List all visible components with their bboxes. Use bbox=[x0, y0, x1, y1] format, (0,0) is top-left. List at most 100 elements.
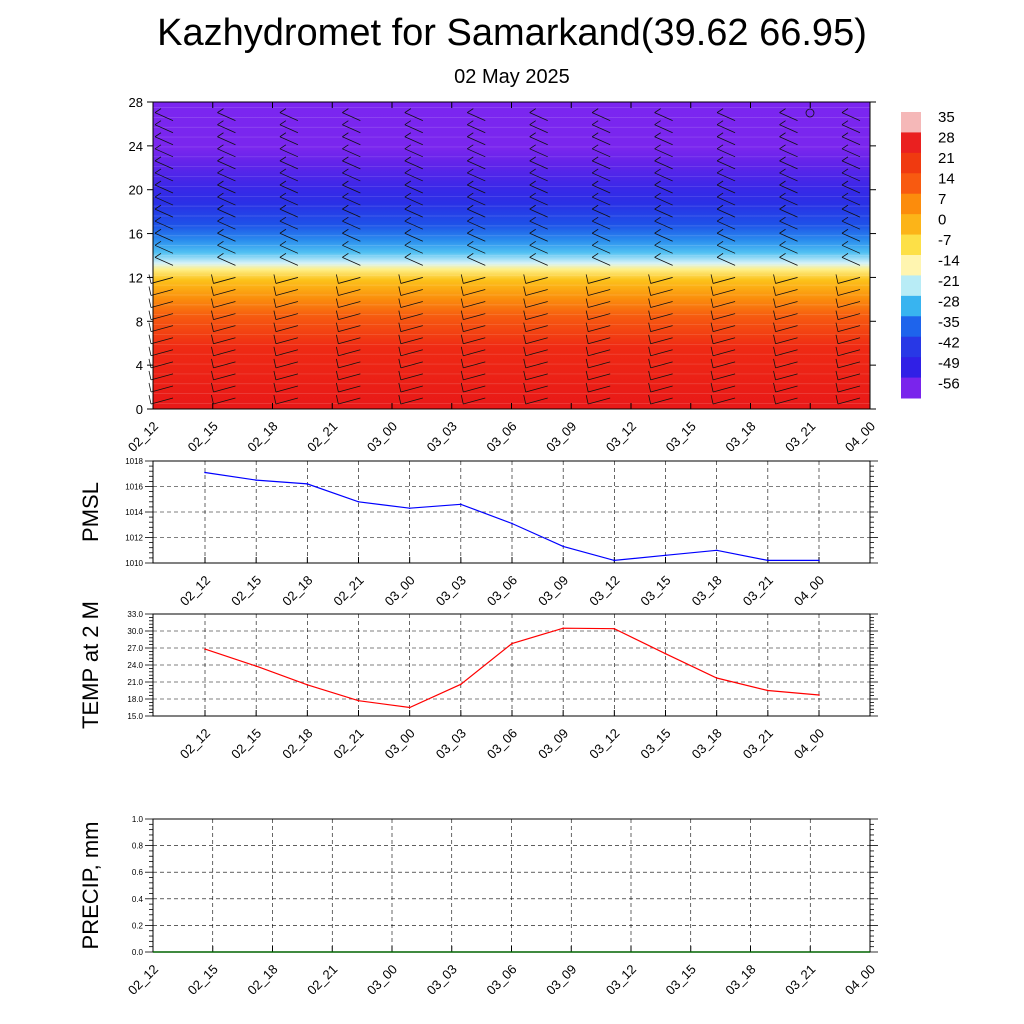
wind-barb bbox=[154, 124, 174, 134]
wind-barb bbox=[404, 172, 423, 182]
wind-barb-flag bbox=[279, 120, 287, 126]
wind-barb bbox=[592, 232, 611, 242]
wind-barb-flag bbox=[648, 394, 652, 405]
wind-barb bbox=[150, 361, 174, 369]
wind-barb bbox=[400, 289, 423, 296]
wind-barb bbox=[154, 148, 174, 158]
wind-barb-flag bbox=[217, 253, 224, 258]
wind-barb-flag bbox=[591, 156, 599, 162]
wind-barb bbox=[467, 172, 486, 182]
wind-barb bbox=[650, 385, 673, 393]
wind-barb-flag bbox=[835, 382, 839, 393]
wind-barb bbox=[650, 289, 673, 296]
y-tick-label: 4 bbox=[136, 358, 143, 373]
wind-barb bbox=[716, 172, 736, 182]
x-tick-label: 04_00 bbox=[791, 573, 827, 609]
wind-barb-flag bbox=[148, 370, 152, 381]
pmsl-point bbox=[255, 479, 257, 481]
wind-barb bbox=[525, 325, 548, 333]
temp-point bbox=[562, 627, 564, 629]
wind-barb bbox=[716, 148, 736, 158]
wind-barb-flag bbox=[404, 144, 412, 150]
wind-barb bbox=[712, 301, 736, 308]
wind-barb bbox=[467, 124, 486, 134]
wind-barb bbox=[400, 325, 423, 333]
wind-barb bbox=[525, 373, 548, 381]
x-tick-label: 03_00 bbox=[382, 726, 418, 762]
wind-barb-flag bbox=[148, 310, 152, 320]
colorbar-swatch bbox=[901, 295, 921, 317]
wind-barb-flag bbox=[154, 253, 162, 258]
wind-barb bbox=[279, 172, 299, 182]
wind-barb-flag bbox=[273, 274, 277, 284]
colorbar-label: -21 bbox=[938, 273, 960, 290]
wind-barb-flag bbox=[398, 322, 402, 332]
wind-barb bbox=[712, 277, 736, 284]
x-tick-label: 02_18 bbox=[279, 573, 315, 609]
wind-barb bbox=[779, 148, 798, 158]
colorbar-label: 0 bbox=[938, 212, 946, 229]
wind-barb-flag bbox=[585, 358, 589, 368]
wind-barb-flag bbox=[835, 298, 839, 308]
wind-barb-flag bbox=[585, 298, 589, 308]
wind-barb-flag bbox=[217, 216, 224, 222]
wind-barb bbox=[275, 385, 299, 393]
wind-barb bbox=[779, 244, 798, 254]
wind-barb-flag bbox=[585, 394, 589, 405]
wind-barb-flag bbox=[398, 286, 402, 296]
wind-barb-flag bbox=[529, 216, 536, 222]
wind-barb-flag bbox=[398, 358, 402, 368]
wind-barb-flag bbox=[404, 228, 412, 234]
wind-barb-flag bbox=[841, 192, 849, 198]
wind-barb bbox=[712, 361, 736, 369]
wind-barb bbox=[716, 184, 736, 194]
wind-barb-flag bbox=[648, 274, 652, 284]
wind-barb-flag bbox=[654, 168, 661, 174]
wind-barb bbox=[837, 325, 861, 333]
wind-barb bbox=[592, 257, 611, 266]
wind-barb-flag bbox=[148, 322, 152, 332]
wind-barb bbox=[592, 148, 611, 158]
colorbar-swatch bbox=[901, 377, 921, 399]
wind-barb-flag bbox=[460, 334, 464, 344]
x-tick-label: 03_09 bbox=[543, 962, 579, 998]
wind-barb-flag bbox=[211, 358, 214, 368]
wind-barb bbox=[841, 208, 861, 218]
wind-barb-flag bbox=[335, 310, 339, 320]
wind-barb-flag bbox=[585, 382, 589, 393]
wind-barb bbox=[150, 277, 174, 284]
wind-barb-flag bbox=[773, 382, 776, 393]
wind-barb bbox=[592, 172, 611, 182]
wind-barb-flag bbox=[398, 346, 402, 356]
wind-barb-flag bbox=[773, 346, 776, 356]
wind-barb bbox=[338, 313, 361, 320]
y-tick-label: 15.0 bbox=[127, 712, 143, 721]
wind-barb-flag bbox=[398, 370, 402, 381]
wind-barb-flag bbox=[342, 180, 349, 186]
wind-barb-flag bbox=[211, 382, 214, 393]
wind-barb bbox=[342, 160, 361, 170]
temp-point bbox=[204, 648, 206, 650]
wind-barb bbox=[338, 277, 361, 284]
x-tick-label: 03_18 bbox=[722, 419, 758, 455]
wind-barb bbox=[654, 196, 673, 206]
wind-barb bbox=[837, 373, 861, 381]
wind-barb-flag bbox=[404, 192, 412, 198]
wind-barb-flag bbox=[716, 108, 724, 113]
wind-barb-flag bbox=[716, 192, 724, 198]
wind-barb bbox=[588, 337, 611, 345]
wind-barb-flag bbox=[529, 144, 536, 150]
colorbar-label: -7 bbox=[938, 232, 951, 249]
wind-barb bbox=[154, 196, 174, 206]
wind-barb-flag bbox=[467, 144, 474, 150]
wind-barb-flag bbox=[279, 253, 287, 258]
wind-barb bbox=[529, 232, 548, 242]
x-tick-label: 03_00 bbox=[382, 573, 418, 609]
wind-barb-flag bbox=[648, 334, 652, 344]
wind-barb-flag bbox=[648, 358, 652, 368]
heatmap-fill bbox=[153, 102, 870, 409]
wind-barb-flag bbox=[460, 274, 464, 284]
wind-barb-flag bbox=[335, 394, 339, 405]
colorbar-swatch bbox=[901, 214, 921, 236]
wind-barb-flag bbox=[591, 216, 599, 222]
